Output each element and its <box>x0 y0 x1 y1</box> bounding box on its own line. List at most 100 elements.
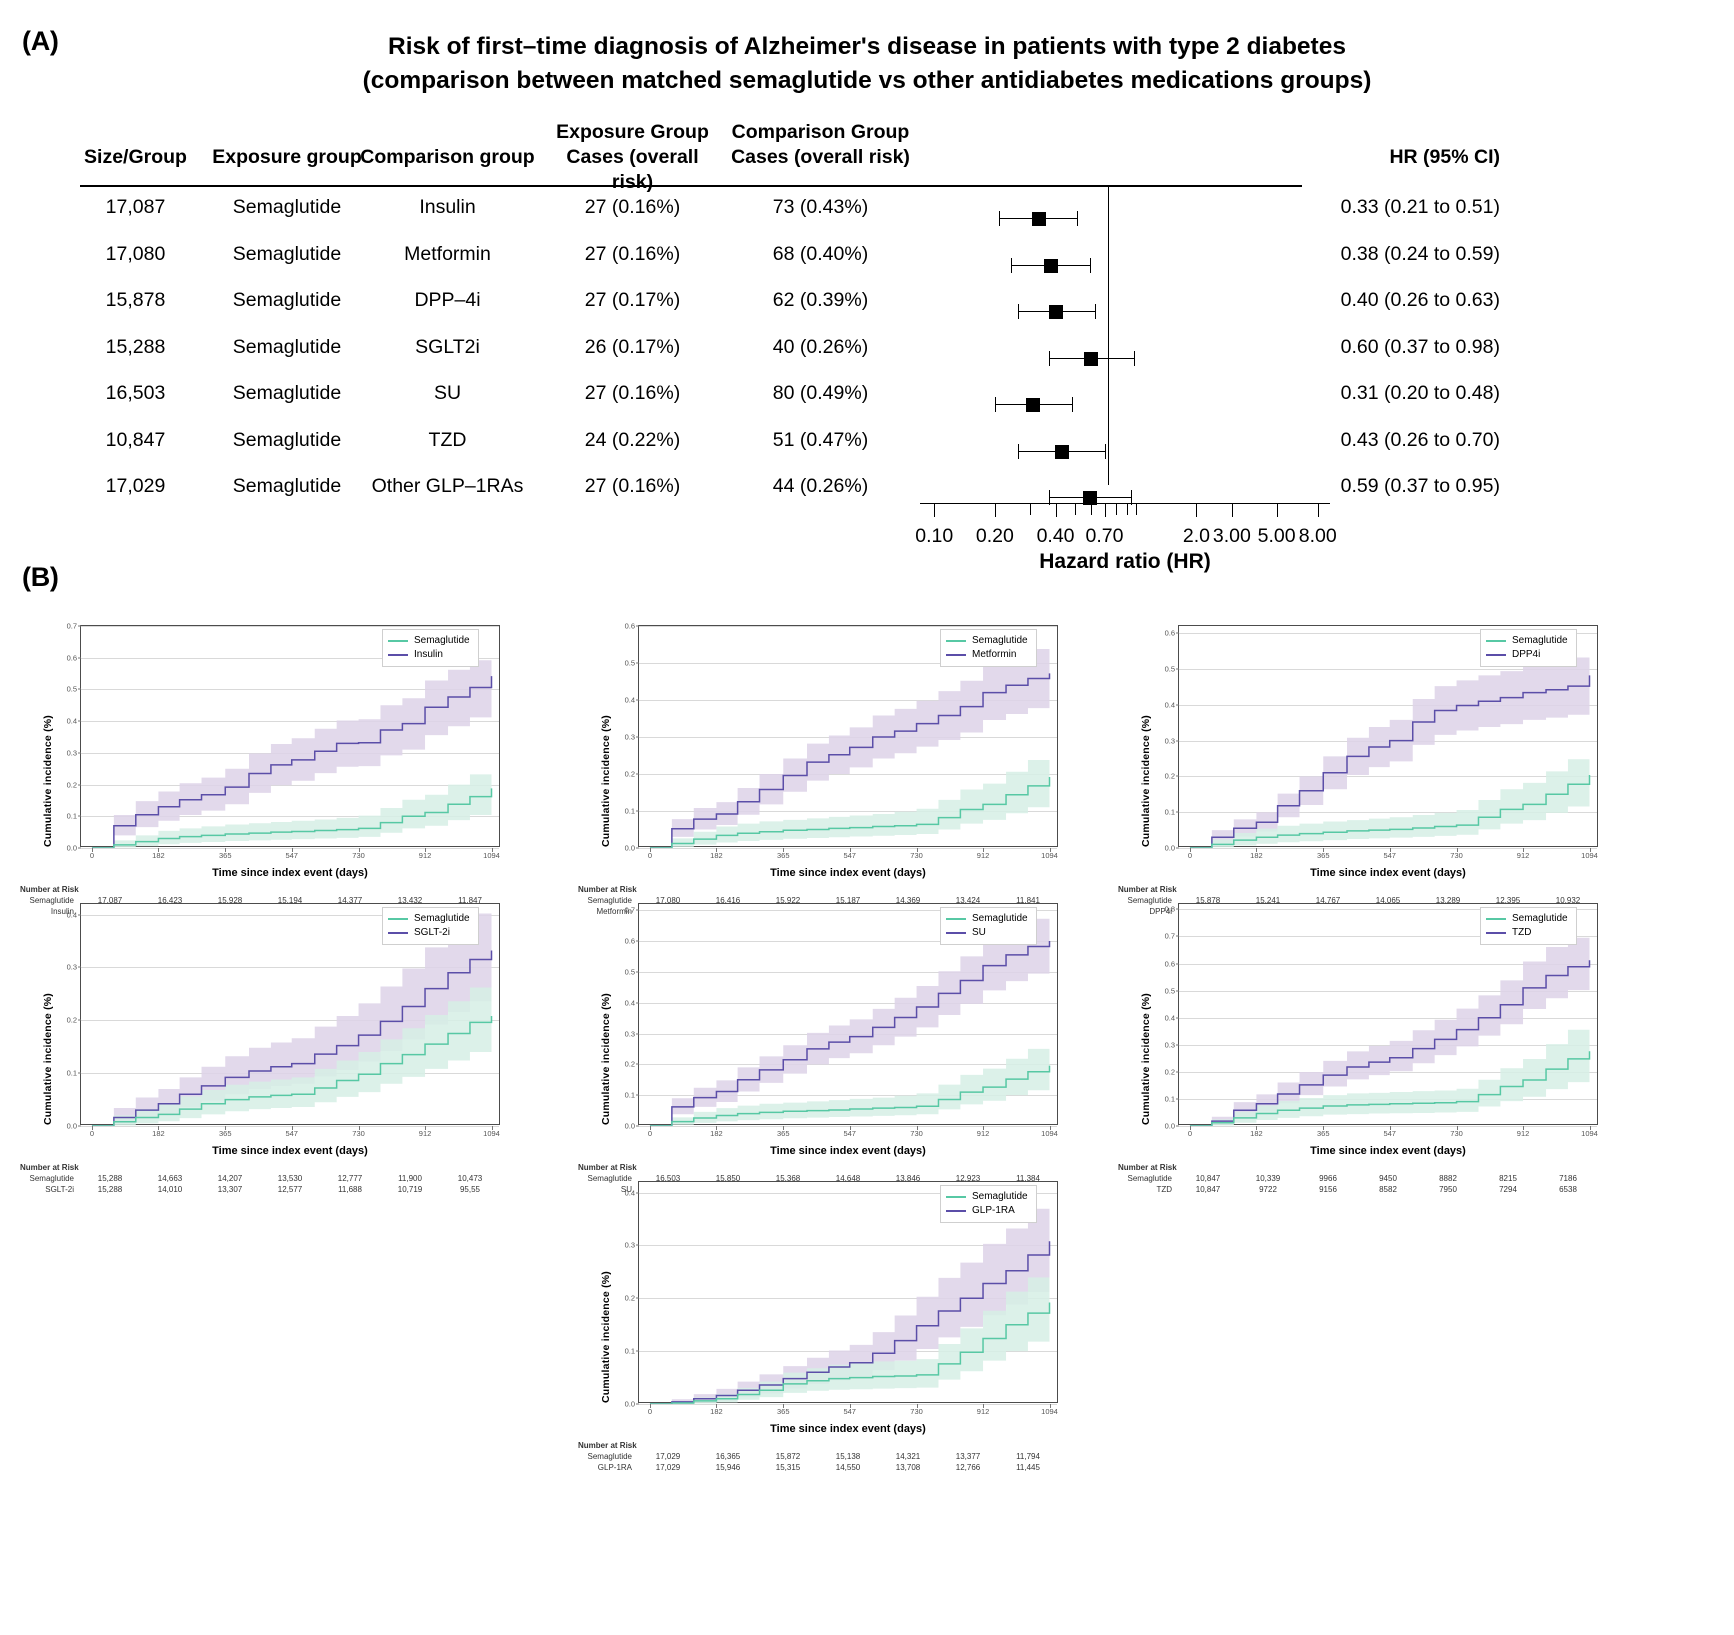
risk-value: 16,416 <box>715 896 741 905</box>
table-row: 10,847 Semaglutide TZD 24 (0.22%) 51 (0.47%)… <box>0 429 1625 476</box>
y-tick-label: 0.3 <box>624 1240 635 1250</box>
forest-cell-comparison: SGLT2i <box>415 335 480 358</box>
y-tick-label: 0.7 <box>66 621 77 631</box>
y-tick-label: 0.6 <box>66 653 77 663</box>
x-tick-mark <box>1189 1126 1191 1130</box>
y-tick-mark <box>1176 811 1179 813</box>
y-gridline <box>1179 704 1597 706</box>
km-curves <box>649 1192 1051 1404</box>
legend-item: Semaglutide <box>946 1190 1028 1204</box>
risk-row-label: Insulin <box>50 906 74 916</box>
km-curves <box>1189 929 1591 1126</box>
forest-tick-mark <box>1116 504 1118 515</box>
risk-row: Semaglutide 16,503 15,850 15,368 14,648 13,84… <box>578 1174 1058 1185</box>
x-tick-mark <box>916 848 918 852</box>
x-tick-mark <box>649 1404 651 1408</box>
y-gridline <box>1179 633 1597 635</box>
forest-tick-mark <box>1317 504 1319 517</box>
risk-value: 15,928 <box>217 896 243 905</box>
x-tick-label: 182 <box>152 851 165 860</box>
x-axis-label: Time since index event (days) <box>770 867 926 879</box>
x-tick-mark <box>649 1126 651 1130</box>
y-tick-mark <box>636 699 639 701</box>
risk-row-label: GLP-1RA <box>597 1462 632 1472</box>
forest-cell-exposure_cases: 27 (0.16%) <box>584 242 681 265</box>
legend-swatch <box>946 1195 966 1199</box>
x-tick-mark <box>716 1404 718 1408</box>
ci-upper-cap <box>1133 350 1135 366</box>
forest-cell-comparison_cases: 73 (0.43%) <box>772 196 869 218</box>
forest-cell-comparison_cases: 40 (0.26%) <box>772 335 869 358</box>
forest-cell-comparison_cases: 51 (0.47%) <box>772 428 869 451</box>
legend-swatch <box>1486 639 1506 643</box>
x-tick-mark <box>916 1404 918 1408</box>
risk-row-label: Semaglutide <box>1127 1174 1172 1183</box>
forest-cell-hr: 0.33 (0.21 to 0.51) <box>1340 196 1500 218</box>
x-tick-label: 0 <box>1187 851 1193 860</box>
km-plot-su: Cumulative incidence (%) 0.0 0.1 0.2 0.3 0.4 0… <box>578 893 1078 1194</box>
forest-cell-exposure_cases: 26 (0.17%) <box>584 335 681 358</box>
panel-b: (B) Cumulative incidence (%) 0.0 0.1 0.2 0.3… <box>0 562 1734 1635</box>
x-tick-label: 182 <box>1250 1129 1263 1138</box>
forest-marker-row <box>920 429 1330 476</box>
forest-cell-comparison: Insulin <box>419 196 476 218</box>
risk-row-label: Semaglutide <box>1127 896 1172 905</box>
risk-value: 10,847 <box>1195 1174 1221 1183</box>
y-tick-label: 0.5 <box>624 967 635 977</box>
km-plot-sglt2i: Cumulative incidence (%) 0.0 0.1 0.2 0.3 0.4 0… <box>20 893 520 1194</box>
semaglutide-ci-band <box>91 760 492 848</box>
risk-value: 13,846 <box>895 1174 921 1183</box>
forest-cell-comparison_cases: 80 (0.49%) <box>772 382 869 404</box>
forest-marker-row <box>920 336 1330 383</box>
y-tick-label: 0.3 <box>66 962 77 972</box>
forest-cell-comparison: Metformin <box>404 242 491 265</box>
y-tick-mark <box>78 752 81 754</box>
comparator-ci-band <box>1189 929 1590 1126</box>
y-axis-label: Cumulative incidence (%) <box>600 1271 612 1403</box>
comparator-ci-band <box>649 642 1050 848</box>
legend-swatch <box>388 639 408 643</box>
ci-lower-cap <box>1017 304 1019 319</box>
risk-value: 9966 <box>1319 1174 1337 1183</box>
risk-value: 13,432 <box>397 896 423 905</box>
y-tick-label: 0.2 <box>66 1015 77 1025</box>
legend-swatch <box>946 1209 966 1213</box>
forest-cell-exposure_cases: 27 (0.16%) <box>584 475 681 497</box>
y-gridline <box>1179 812 1597 814</box>
risk-value: 15,368 <box>775 1174 801 1183</box>
forest-header-exposure: Exposure group <box>212 146 362 168</box>
x-tick-mark <box>783 1404 785 1408</box>
x-tick-label: 1094 <box>1581 1129 1598 1138</box>
legend-label: SU <box>972 927 986 938</box>
forest-cell-comparison: SU <box>433 382 462 404</box>
forest-tick-mark <box>1091 504 1093 515</box>
legend-swatch <box>388 917 408 921</box>
semaglutide-curve <box>649 1302 1051 1404</box>
legend: Semaglutide SGLT-2i <box>382 907 479 945</box>
risk-value: 15,288 <box>97 1184 123 1194</box>
y-tick-mark <box>1176 632 1179 634</box>
y-gridline <box>639 774 1057 775</box>
risk-value: 11,794 <box>1016 1452 1040 1461</box>
risk-value: 12,777 <box>337 1174 363 1183</box>
plot-area: 0.0 0.1 0.2 0.3 0.4 0.5 0.6 0.7 0.8 0 182 365 547 730… <box>1165 903 1598 1138</box>
ci-lower-cap <box>1048 490 1050 505</box>
y-tick-label: 0.5 <box>624 658 635 668</box>
risk-row: GLP-1RA 17,029 15,946 15,315 14,550 13,708 12,… <box>578 1463 1058 1474</box>
x-axis-label: Time since index event (days) <box>1310 867 1466 879</box>
y-gridline <box>1179 776 1597 778</box>
y-tick-label: 0.1 <box>66 811 77 821</box>
semaglutide-ci-band <box>649 747 1050 848</box>
y-gridline <box>639 626 1057 627</box>
x-tick-label: 912 <box>418 851 432 860</box>
y-tick-label: 0.4 <box>624 998 635 1008</box>
legend: Semaglutide Metformin <box>940 629 1037 667</box>
x-tick-label: 730 <box>910 1407 923 1416</box>
risk-row-label: TZD <box>1156 1184 1172 1194</box>
y-gridline <box>639 910 1057 912</box>
forest-cell-exposure_cases: 27 (0.17%) <box>584 289 681 311</box>
forest-tick-mark <box>1276 504 1278 517</box>
x-tick-label: 365 <box>218 851 232 860</box>
x-tick-label: 365 <box>1316 1129 1330 1138</box>
x-tick-mark <box>491 1126 493 1130</box>
